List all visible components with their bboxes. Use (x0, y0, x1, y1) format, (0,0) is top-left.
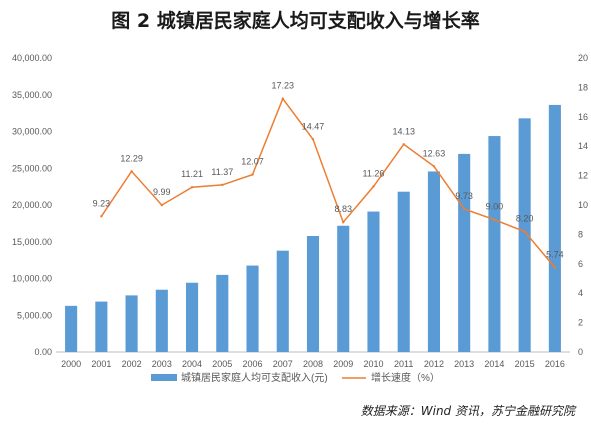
source-note: 数据来源：Wind 资讯，苏宁金融研究院 (360, 404, 575, 418)
data-label: 11.21 (181, 169, 203, 179)
data-label: 9.73 (455, 191, 473, 201)
x-tick-label: 2006 (243, 359, 263, 369)
chart-title: 图 2 城镇居民家庭人均可支配收入与增长率 (111, 10, 480, 32)
bar (125, 295, 138, 352)
y-left-tick-label: 0.00 (34, 347, 52, 357)
line-point (342, 220, 345, 224)
bar (65, 305, 78, 352)
x-tick-label: 2001 (91, 359, 111, 369)
data-label: 5.74 (546, 250, 564, 260)
bar (95, 301, 108, 352)
x-tick-label: 2014 (484, 359, 504, 369)
line-point (372, 185, 375, 188)
bar (488, 136, 501, 352)
bar (397, 191, 410, 352)
y-right-tick-label: 12 (578, 171, 588, 181)
y-right-tick-label: 2 (578, 318, 583, 328)
legend-bar-label: 城镇居民家庭人均可支配收入(元) (181, 371, 328, 384)
axes: 0.00 5,000.00 10,000.00 15,000.00 20,000.00 2… (12, 53, 588, 369)
x-tick-label: 2000 (61, 359, 81, 369)
data-label: 8.20 (516, 213, 534, 223)
line-point (493, 218, 496, 221)
x-tick-label: 2003 (152, 359, 172, 369)
y-left-tick-label: 10,000.00 (12, 274, 52, 284)
y-left-tick-label: 40,000.00 (12, 53, 52, 63)
data-label: 14.47 (302, 121, 325, 131)
data-label: 9.23 (93, 198, 111, 208)
x-tick-label: 2011 (394, 359, 413, 369)
y-left-tick-label: 5,000.00 (17, 310, 52, 320)
data-label: 12.63 (423, 148, 446, 158)
y-right-tick-label: 14 (578, 141, 588, 151)
y-right-tick-label: 4 (578, 288, 583, 298)
bar (518, 118, 531, 352)
line-point (190, 186, 194, 189)
bar (216, 274, 229, 352)
bar (306, 236, 320, 352)
y-right-tick-label: 6 (578, 259, 583, 269)
y-left-tick-label: 35,000.00 (12, 90, 52, 100)
data-label: 17.23 (271, 81, 294, 91)
x-tick-label: 2007 (273, 359, 293, 369)
bar (186, 282, 199, 352)
data-label: 14.13 (392, 126, 415, 136)
y-left-tick-label: 20,000.00 (12, 200, 52, 210)
line-point (251, 173, 254, 176)
bar-series (65, 104, 561, 353)
bar (337, 225, 350, 352)
x-tick-label: 2013 (454, 359, 474, 369)
bar (367, 211, 380, 352)
data-label: 8.83 (334, 204, 352, 214)
x-tick-label: 2005 (212, 359, 232, 369)
line-point (281, 97, 284, 100)
line-point (221, 183, 224, 187)
line-point (432, 165, 436, 168)
y-left-tick-label: 15,000.00 (12, 237, 52, 247)
data-labels: 9.23 12.29 9.99 11.21 11.37 12.07 17.23 14.47 8.… (93, 81, 564, 260)
x-tick-label: 2016 (545, 359, 565, 369)
bar (155, 289, 168, 352)
data-label: 12.07 (241, 157, 264, 167)
y-left-tick-label: 30,000.00 (12, 127, 52, 137)
data-label: 9.00 (486, 202, 504, 212)
y-right-tick-label: 16 (578, 112, 588, 122)
y-right-tick-label: 18 (578, 82, 588, 92)
x-tick-label: 2010 (363, 359, 383, 369)
line-point (160, 203, 164, 207)
y-right-tick-label: 0 (578, 347, 583, 357)
bar (548, 104, 561, 353)
legend: 城镇居民家庭人均可支配收入(元) 增长速度（%） (151, 371, 440, 384)
line-point (130, 170, 133, 173)
x-tick-label: 2012 (424, 359, 444, 369)
bar (276, 250, 289, 352)
line-series (100, 97, 557, 269)
bar (246, 265, 259, 352)
bar (458, 153, 471, 352)
line-point (462, 207, 466, 211)
data-label: 9.99 (153, 187, 171, 197)
line-point (100, 215, 103, 218)
line-point (523, 230, 526, 233)
line-point (402, 143, 405, 146)
x-tick-label: 2015 (515, 359, 535, 369)
y-left-tick-label: 25,000.00 (12, 163, 52, 173)
growth-line (100, 97, 556, 269)
legend-line-label: 增长速度（%） (371, 371, 440, 384)
y-right-tick-label: 8 (578, 229, 583, 239)
x-tick-label: 2009 (333, 359, 353, 369)
x-tick-label: 2008 (303, 359, 323, 369)
y-right-tick-label: 10 (578, 200, 588, 210)
data-label: 11.37 (211, 167, 233, 177)
line-point (553, 266, 557, 269)
bar (427, 171, 440, 352)
legend-bar-swatch (151, 374, 177, 381)
data-label: 12.29 (120, 153, 143, 163)
x-tick-label: 2004 (182, 359, 202, 369)
data-label: 11.26 (363, 168, 385, 178)
line-point (311, 138, 315, 141)
y-right-tick-label: 20 (578, 53, 588, 63)
x-tick-label: 2002 (122, 359, 142, 369)
